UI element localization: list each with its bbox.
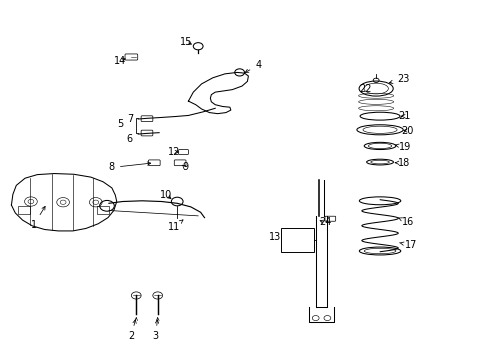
Text: 22: 22 bbox=[359, 84, 371, 94]
Text: 7: 7 bbox=[126, 114, 133, 124]
Bar bbox=[281, 228, 314, 252]
Text: 24: 24 bbox=[318, 217, 330, 227]
Bar bbox=[97, 206, 109, 214]
Text: 2: 2 bbox=[128, 320, 136, 341]
Text: 16: 16 bbox=[398, 217, 413, 227]
Text: 15: 15 bbox=[180, 37, 192, 47]
Text: 20: 20 bbox=[401, 126, 413, 135]
Text: 11: 11 bbox=[167, 220, 183, 232]
Text: 4: 4 bbox=[245, 60, 261, 72]
Bar bbox=[18, 206, 30, 214]
Text: 14: 14 bbox=[114, 56, 126, 66]
Text: 8: 8 bbox=[109, 162, 150, 172]
Text: 19: 19 bbox=[395, 142, 411, 152]
Text: 3: 3 bbox=[152, 320, 159, 341]
Text: 13: 13 bbox=[268, 232, 280, 242]
Text: 9: 9 bbox=[182, 162, 188, 172]
Text: 23: 23 bbox=[388, 74, 408, 84]
Text: 1: 1 bbox=[31, 206, 45, 230]
Text: 6: 6 bbox=[126, 134, 133, 144]
Text: 10: 10 bbox=[160, 190, 172, 200]
Text: 12: 12 bbox=[167, 147, 180, 157]
Text: 21: 21 bbox=[397, 111, 410, 121]
Text: 5: 5 bbox=[117, 120, 123, 129]
Text: 17: 17 bbox=[399, 240, 417, 250]
Text: 18: 18 bbox=[394, 158, 410, 168]
